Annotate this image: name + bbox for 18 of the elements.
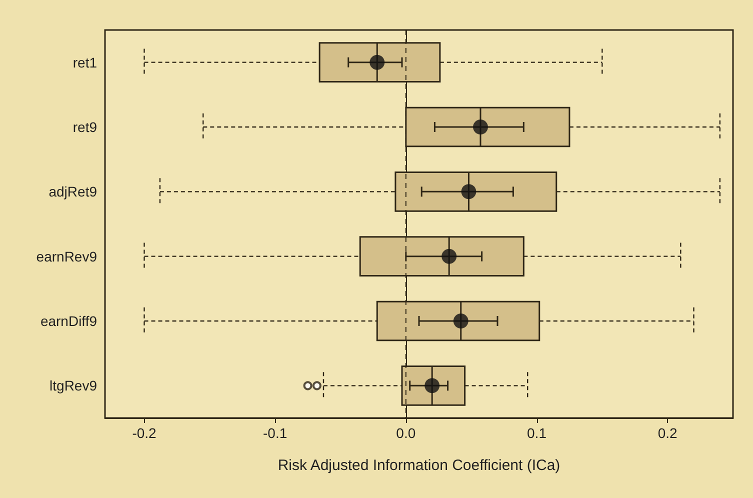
x-tick-label: 0.0 — [396, 425, 416, 441]
x-tick-label: -0.1 — [263, 425, 288, 441]
y-tick-label: ltgRev9 — [50, 378, 98, 394]
point — [453, 314, 468, 328]
point — [473, 120, 488, 134]
point — [424, 378, 440, 394]
y-tick-label: ret1 — [72, 54, 98, 70]
x-axis-title: Risk Adjusted Information Coefficient (ICa) — [278, 457, 560, 474]
point — [370, 54, 385, 70]
y-tick-label: earnRev9 — [36, 248, 98, 264]
y-tick-label: ret9 — [72, 119, 98, 135]
x-tick-label: -0.2 — [132, 425, 157, 441]
x-tick-label: 0.1 — [527, 425, 547, 441]
point — [442, 248, 457, 264]
y-tick-label: earnDiff9 — [40, 313, 98, 329]
x-tick-label: 0.2 — [658, 425, 678, 441]
point — [461, 184, 476, 200]
y-tick-label: adjRet9 — [48, 184, 98, 200]
